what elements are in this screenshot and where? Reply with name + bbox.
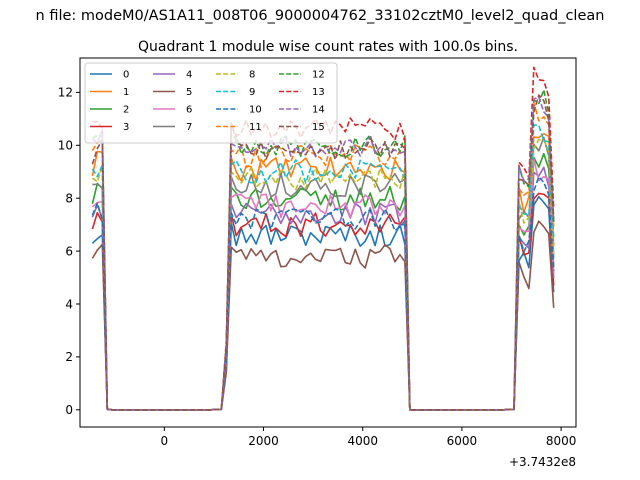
series-line-12 [91, 89, 555, 411]
y-tick-label: 10 [58, 139, 73, 153]
series-line-15 [91, 94, 555, 411]
legend-label-6: 6 [186, 105, 192, 116]
series-line-0 [91, 195, 555, 411]
legend-label-11: 11 [249, 122, 262, 133]
y-tick-label: 4 [65, 297, 73, 311]
series-line-14 [91, 96, 555, 411]
x-tick-label: 6000 [447, 434, 478, 448]
y-axis-ticks: 0 2 4 6 8 10 12 [58, 86, 80, 417]
series-lines [91, 66, 555, 411]
x-tick-label: 8000 [546, 434, 577, 448]
x-tick-label: 0 [160, 434, 168, 448]
y-tick-label: 8 [65, 191, 73, 205]
legend-label-5: 5 [186, 87, 192, 98]
series-line-8 [91, 138, 555, 411]
y-tick-label: 12 [58, 86, 73, 100]
legend-label-0: 0 [123, 70, 129, 81]
y-tick-label: 6 [65, 244, 73, 258]
legend-label-4: 4 [186, 70, 192, 81]
plot-frame [79, 57, 577, 428]
series-line-4 [91, 166, 555, 411]
series-line-5 [91, 220, 555, 411]
chart-supertitle: n file: modeM0/AS1A11_008T06_9000004762_… [36, 8, 605, 24]
legend-label-13: 13 [312, 87, 325, 98]
legend-label-2: 2 [123, 105, 129, 116]
legend-label-9: 9 [249, 87, 255, 98]
x-axis-ticks: 0 2000 4000 6000 8000 [160, 427, 576, 448]
legend-label-1: 1 [123, 87, 129, 98]
series-line-6 [91, 158, 555, 411]
legend-label-7: 7 [186, 122, 192, 133]
x-tick-label: 2000 [248, 434, 279, 448]
axes-frame [79, 57, 577, 428]
series-line-9 [91, 124, 555, 411]
series-line-3 [91, 192, 555, 411]
legend-label-8: 8 [249, 70, 255, 81]
x-offset-label: +3.7432e8 [509, 455, 576, 469]
y-tick-label: 2 [65, 350, 73, 364]
y-tick-label: 0 [65, 403, 73, 417]
legend-label-15: 15 [312, 122, 325, 133]
legend-label-3: 3 [123, 122, 129, 133]
chart-title: Quadrant 1 module wise count rates with … [138, 39, 518, 55]
x-tick-label: 4000 [347, 434, 378, 448]
legend-label-10: 10 [249, 105, 262, 116]
series-line-2 [91, 152, 555, 411]
legend-label-12: 12 [312, 70, 325, 81]
legend-box [84, 62, 338, 144]
legend-label-14: 14 [312, 105, 325, 116]
